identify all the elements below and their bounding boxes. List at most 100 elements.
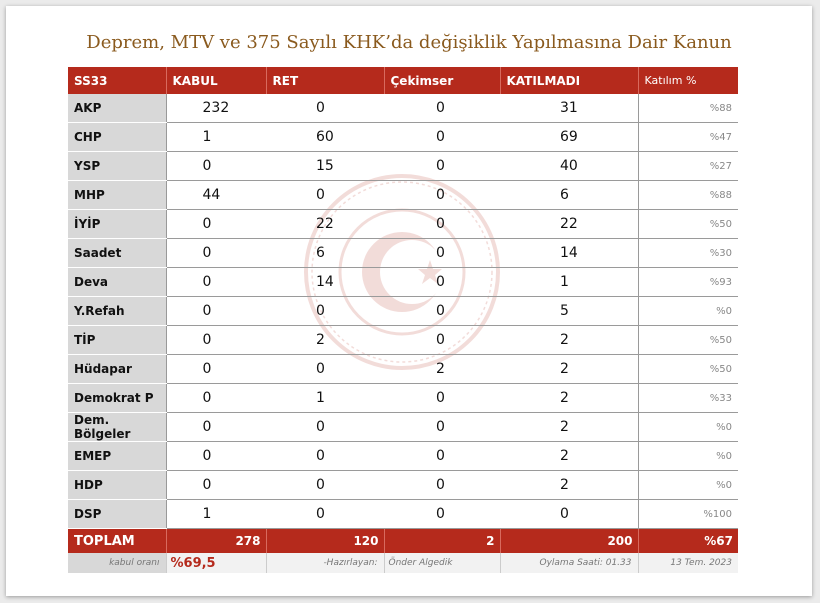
- party-name: TİP: [68, 325, 167, 355]
- party-name: Deva: [68, 267, 167, 297]
- party-name: Demokrat P: [68, 383, 167, 413]
- katilim-percent: %0: [637, 296, 738, 326]
- cekimser-count: 0: [384, 180, 500, 210]
- table-row: Deva 0 14 0 1 %93: [68, 267, 738, 297]
- footer-row: kabul oranı %69,5 -Hazırlayan: Önder Alg…: [68, 553, 738, 573]
- katilim-percent: %33: [637, 383, 738, 413]
- ret-count: 22: [266, 209, 384, 239]
- preparer-name: Önder Algedik: [383, 553, 500, 573]
- katilim-percent: %88: [637, 94, 738, 123]
- total-ret: 120: [265, 528, 384, 553]
- ret-count: 0: [266, 354, 384, 384]
- ret-count: 15: [266, 151, 384, 181]
- table-row: MHP 44 0 0 6 %88: [68, 180, 738, 210]
- katilmadi-count: 0: [500, 499, 638, 529]
- kabul-count: 0: [166, 209, 266, 239]
- katilmadi-count: 2: [500, 325, 638, 355]
- table-row: HDP 0 0 0 2 %0: [68, 470, 738, 500]
- katilim-percent: %100: [637, 499, 738, 529]
- party-name: EMEP: [68, 441, 167, 471]
- table-row: Hüdapar 0 0 2 2 %50: [68, 354, 738, 384]
- katilmadi-count: 22: [500, 209, 638, 239]
- cekimser-count: 0: [384, 122, 500, 152]
- ret-count: 0: [266, 412, 384, 442]
- table-row: EMEP 0 0 0 2 %0: [68, 441, 738, 471]
- header-kabul: KABUL: [165, 67, 266, 94]
- kabul-count: 1: [166, 122, 266, 152]
- cekimser-count: 0: [384, 238, 500, 268]
- cekimser-count: 2: [384, 354, 500, 384]
- party-name: CHP: [68, 122, 167, 152]
- total-katilmadi: 200: [499, 528, 638, 553]
- header-katilim: Katılım %: [637, 67, 738, 94]
- prepared-by-label: -Hazırlayan:: [265, 553, 384, 573]
- ret-count: 1: [266, 383, 384, 413]
- katilim-percent: %50: [637, 209, 738, 239]
- katilmadi-count: 2: [500, 412, 638, 442]
- header-ret: RET: [265, 67, 384, 94]
- katilim-percent: %50: [637, 354, 738, 384]
- table-row: Y.Refah 0 0 0 5 %0: [68, 296, 738, 326]
- kabul-count: 44: [166, 180, 266, 210]
- katilmadi-count: 69: [500, 122, 638, 152]
- ret-count: 14: [266, 267, 384, 297]
- table-row: DSP 1 0 0 0 %100: [68, 499, 738, 529]
- katilmadi-count: 5: [500, 296, 638, 326]
- vote-time: Oylama Saati: 01.33: [499, 553, 638, 573]
- party-name: DSP: [68, 499, 167, 529]
- party-name: MHP: [68, 180, 167, 210]
- kabul-rate-value: %69,5: [165, 553, 266, 573]
- kabul-count: 0: [166, 325, 266, 355]
- total-cekimser: 2: [383, 528, 500, 553]
- katilim-percent: %0: [637, 412, 738, 442]
- katilmadi-count: 2: [500, 470, 638, 500]
- table-row: Demokrat P 0 1 0 2 %33: [68, 383, 738, 413]
- cekimser-count: 0: [384, 267, 500, 297]
- table-row: YSP 0 15 0 40 %27: [68, 151, 738, 181]
- katilim-percent: %47: [637, 122, 738, 152]
- ret-count: 0: [266, 499, 384, 529]
- party-name: Dem. Bölgeler: [68, 412, 167, 442]
- katilmadi-count: 40: [500, 151, 638, 181]
- katilmadi-count: 1: [500, 267, 638, 297]
- cekimser-count: 0: [384, 412, 500, 442]
- kabul-count: 0: [166, 354, 266, 384]
- table-row: AKP 232 0 0 31 %88: [68, 94, 738, 123]
- party-name: HDP: [68, 470, 167, 500]
- katilmadi-count: 2: [500, 441, 638, 471]
- cekimser-count: 0: [384, 209, 500, 239]
- page-title: Deprem, MTV ve 375 Sayılı KHK’da değişik…: [86, 32, 732, 53]
- cekimser-count: 0: [384, 470, 500, 500]
- kabul-count: 0: [166, 296, 266, 326]
- katilim-percent: %0: [637, 441, 738, 471]
- table-row: Saadet 0 6 0 14 %30: [68, 238, 738, 268]
- katilim-percent: %50: [637, 325, 738, 355]
- katilmadi-count: 2: [500, 354, 638, 384]
- header-cekimser: Çekimser: [383, 67, 500, 94]
- results-table: SS33 KABUL RET Çekimser KATILMADI Katılı…: [68, 67, 738, 573]
- table-row: Dem. Bölgeler 0 0 0 2 %0: [68, 412, 738, 442]
- katilim-percent: %30: [637, 238, 738, 268]
- ret-count: 0: [266, 470, 384, 500]
- party-name: Y.Refah: [68, 296, 167, 326]
- party-name: AKP: [68, 94, 167, 123]
- katilmadi-count: 6: [500, 180, 638, 210]
- cekimser-count: 0: [384, 94, 500, 123]
- cekimser-count: 0: [384, 383, 500, 413]
- kabul-count: 0: [166, 441, 266, 471]
- total-row: TOPLAM 278 120 2 200 %67: [68, 528, 738, 553]
- table-header-row: SS33 KABUL RET Çekimser KATILMADI Katılı…: [68, 67, 738, 94]
- katilim-percent: %88: [637, 180, 738, 210]
- katilim-percent: %93: [637, 267, 738, 297]
- ret-count: 2: [266, 325, 384, 355]
- kabul-count: 232: [166, 94, 266, 123]
- ret-count: 0: [266, 296, 384, 326]
- kabul-count: 1: [166, 499, 266, 529]
- katilmadi-count: 31: [500, 94, 638, 123]
- ret-count: 60: [266, 122, 384, 152]
- total-label: TOPLAM: [68, 528, 166, 553]
- katilim-percent: %27: [637, 151, 738, 181]
- header-session: SS33: [68, 67, 166, 94]
- vote-results-card: Deprem, MTV ve 375 Sayılı KHK’da değişik…: [6, 6, 812, 596]
- party-name: Saadet: [68, 238, 167, 268]
